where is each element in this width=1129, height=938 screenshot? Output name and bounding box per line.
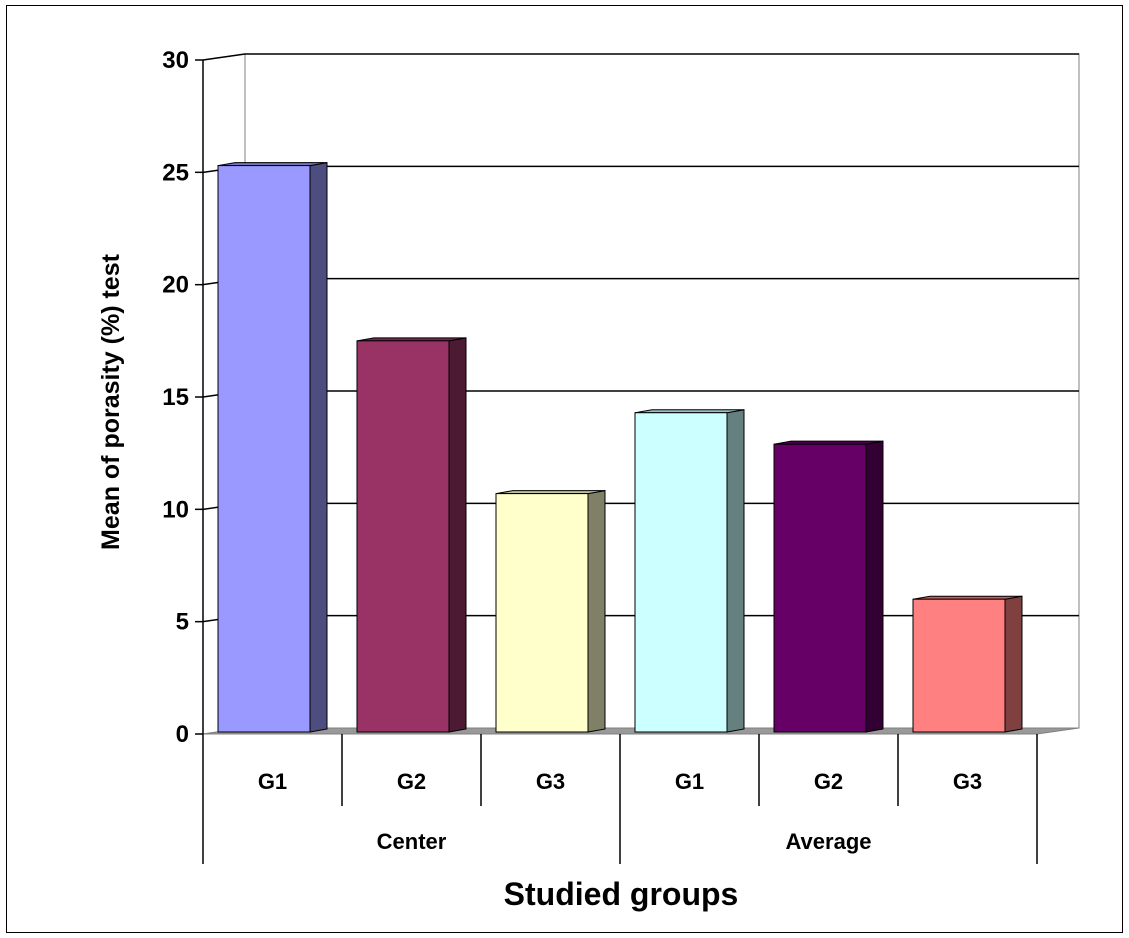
bar-side xyxy=(726,409,745,733)
x-tick-label: G2 xyxy=(814,769,843,794)
x-tick-label: G2 xyxy=(397,769,426,794)
bar-side xyxy=(587,490,606,733)
x-group-label: Average xyxy=(785,829,871,854)
bar xyxy=(356,337,467,733)
x-tick-label: G1 xyxy=(258,769,287,794)
bar-side xyxy=(448,337,467,733)
x-axis-title: Studied groups xyxy=(504,876,739,912)
y-tick-label: 30 xyxy=(162,47,189,74)
bar-side xyxy=(865,440,884,733)
y-axis: 0 5 10 15 20 25 30 xyxy=(162,47,204,748)
x-tick-label: G3 xyxy=(536,769,565,794)
x-tick-label: G3 xyxy=(953,769,982,794)
bars xyxy=(217,161,1023,733)
y-tick-label: 25 xyxy=(162,159,189,186)
bar-front xyxy=(356,340,450,733)
y-axis-title: Mean of porasity (%) test xyxy=(97,253,125,550)
bar xyxy=(634,409,745,733)
bar-side xyxy=(309,161,328,733)
bar-front xyxy=(495,493,589,733)
bar xyxy=(217,161,328,733)
y-tick-label: 5 xyxy=(176,609,189,636)
bar-front xyxy=(773,443,867,733)
bar xyxy=(912,595,1023,733)
bar-chart: 0 5 10 15 20 25 30 G1 G2 G3 Center G1 G2 G3 Average M… xyxy=(97,47,1080,912)
y-tick-label: 0 xyxy=(176,721,189,748)
chart-frame: 0 5 10 15 20 25 30 G1 G2 G3 Center G1 G2 G3 Average M… xyxy=(6,5,1123,933)
bar xyxy=(495,490,606,733)
x-axis: G1 G2 G3 Center G1 G2 G3 Average xyxy=(202,734,1038,864)
y-tick-label: 20 xyxy=(162,272,189,299)
bar-front xyxy=(912,598,1006,733)
bar-side xyxy=(1004,595,1023,733)
bar xyxy=(773,440,884,733)
y-tick-label: 10 xyxy=(162,496,189,523)
bar-front xyxy=(217,165,311,733)
x-group-label: Center xyxy=(377,829,447,854)
x-tick-label: G1 xyxy=(675,769,704,794)
gridline-side xyxy=(202,53,246,61)
bar-front xyxy=(634,412,728,733)
y-tick-label: 15 xyxy=(162,384,189,411)
